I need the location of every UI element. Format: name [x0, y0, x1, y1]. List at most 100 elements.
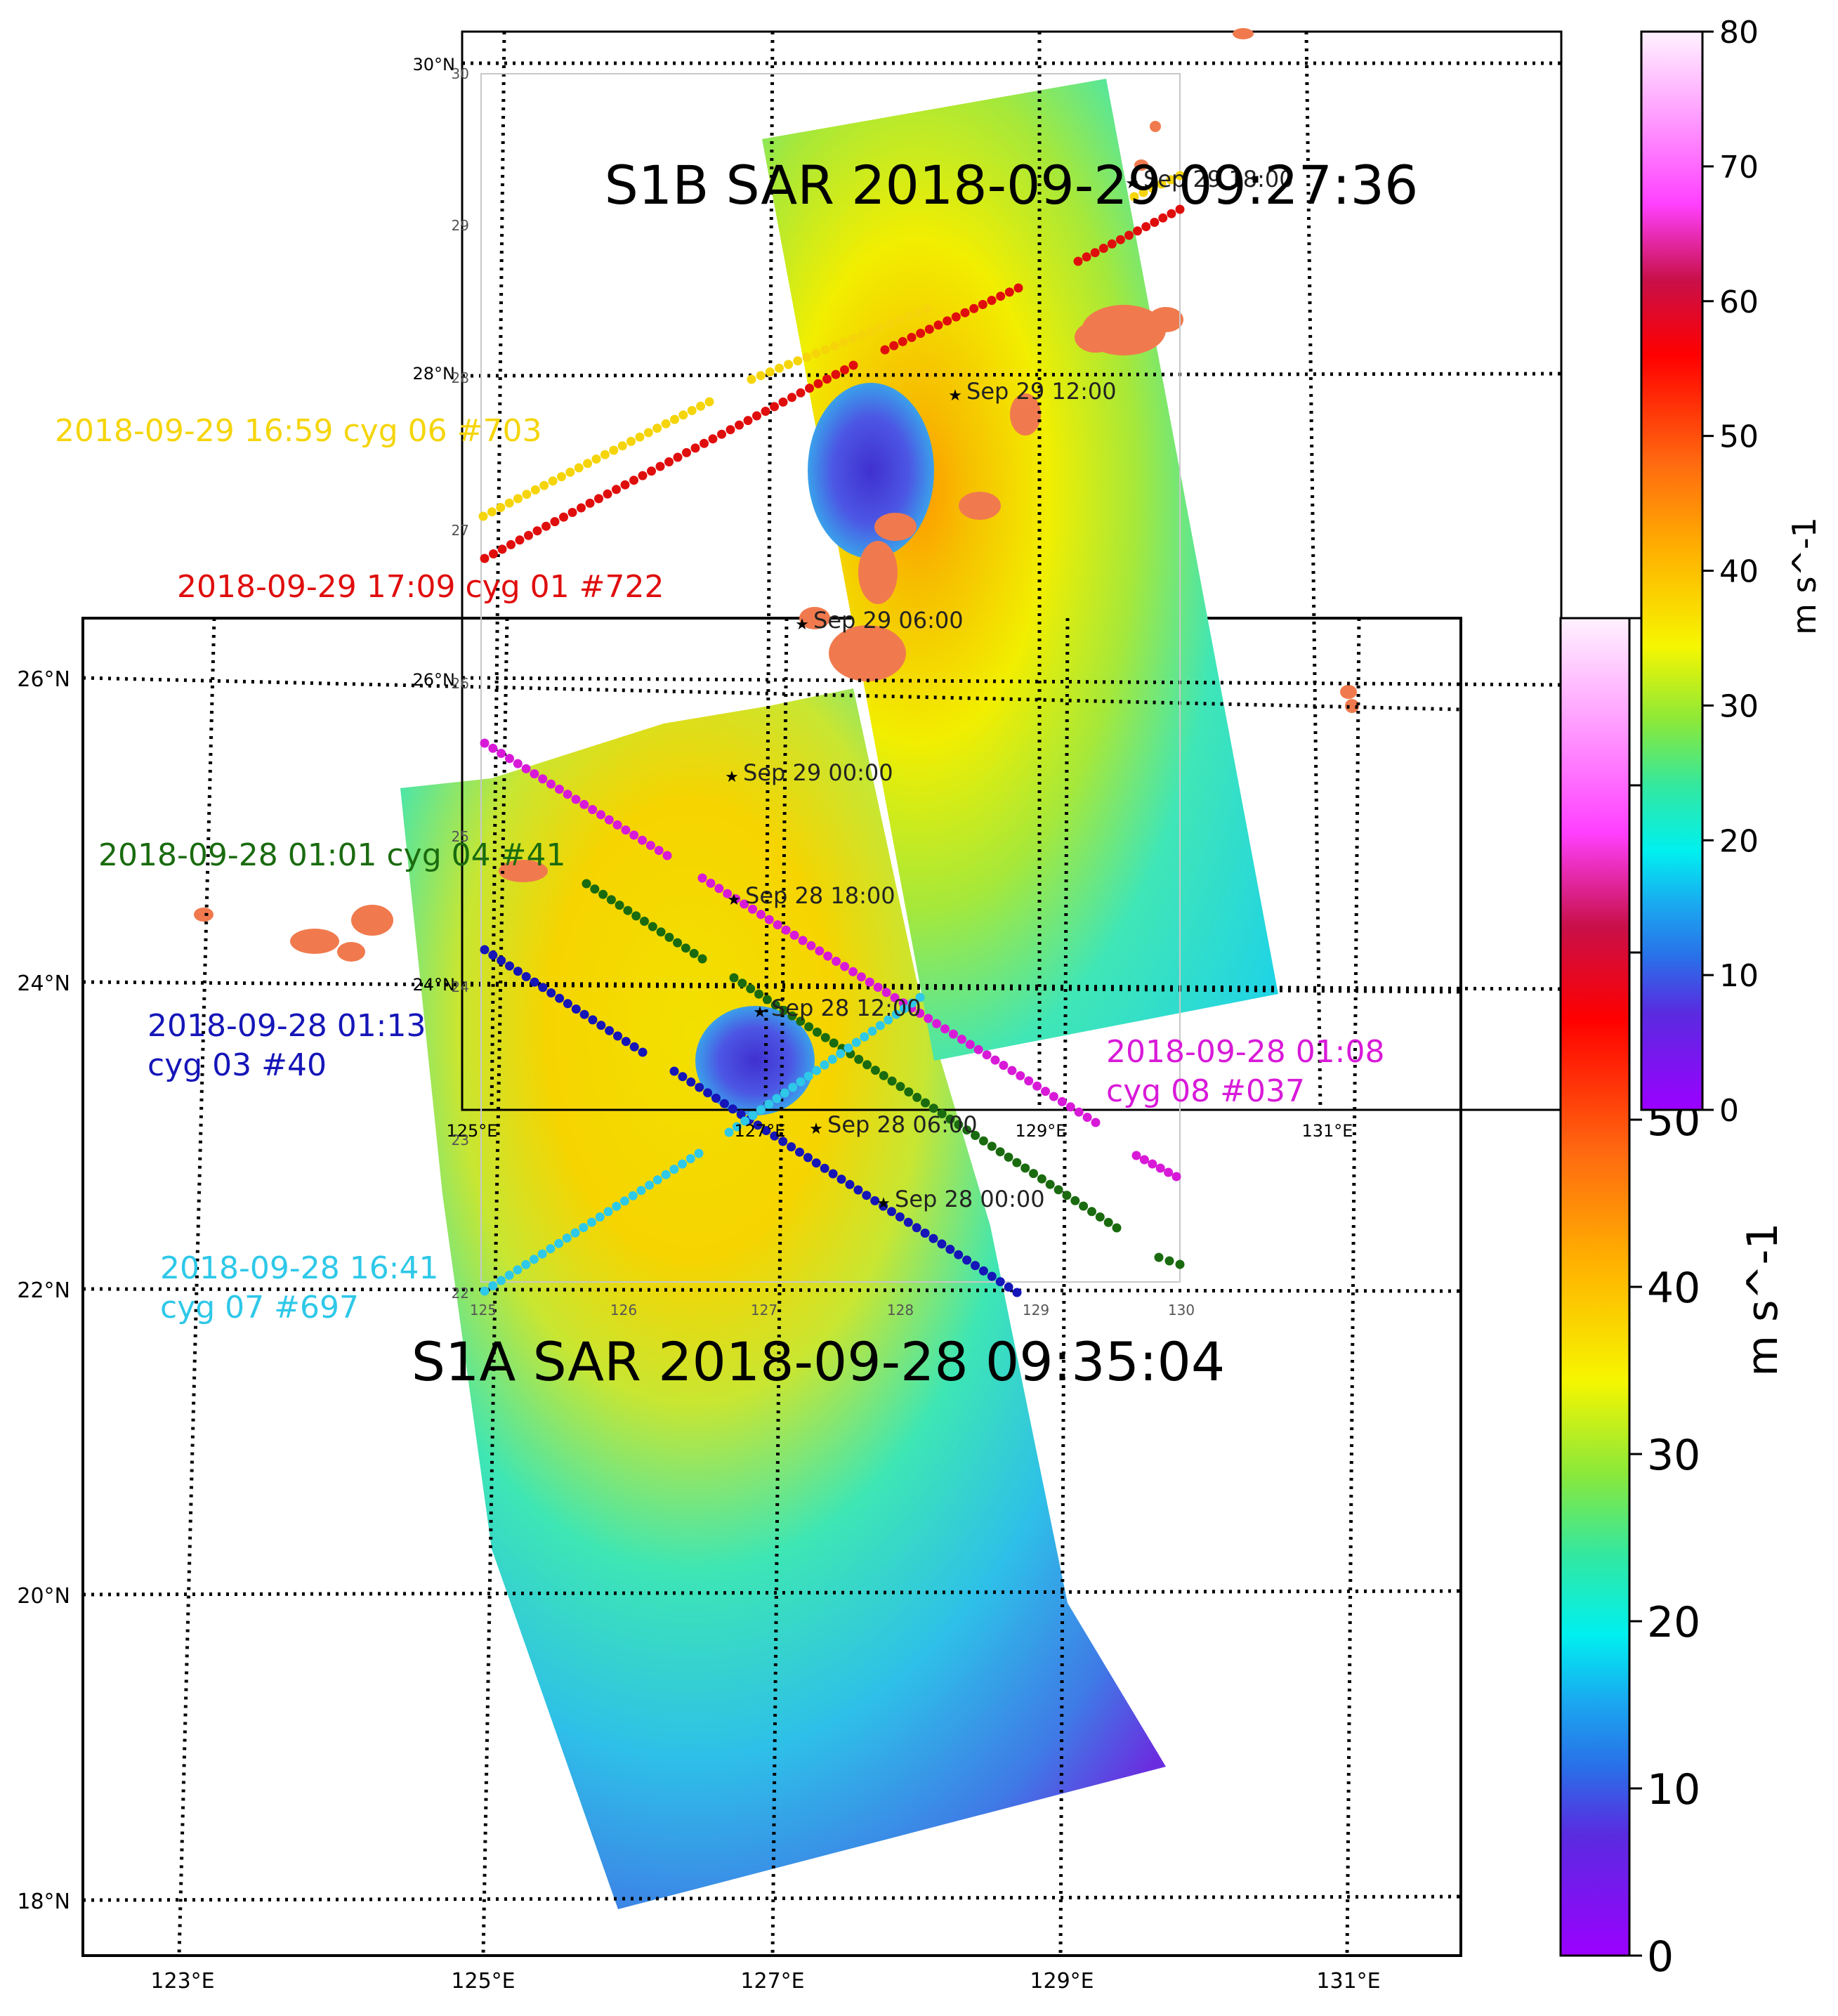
cyg-track-point [1057, 1097, 1067, 1106]
storm-position-star: ★ [753, 1004, 767, 1021]
cyg-track-point [773, 920, 782, 930]
storm-position-star: ★ [1125, 175, 1139, 192]
cyg-track-point [686, 1077, 696, 1087]
cyg-track-point [1154, 1252, 1164, 1262]
cyg-track-point [1133, 226, 1143, 236]
inner-y-tick: 27 [452, 522, 469, 539]
cyg-track-point [798, 936, 808, 945]
land-islands [194, 28, 1359, 962]
meridian [770, 617, 789, 1956]
cyg-track-point [583, 459, 593, 469]
cyg-track-point [603, 1207, 613, 1217]
upper-colorbar-tick-label: 60 [1719, 284, 1759, 320]
cyg-track-point [775, 363, 784, 373]
cyg-track-point [594, 494, 603, 504]
cyg-track-point [811, 1158, 821, 1168]
lower-colorbar-tick-label: 40 [1647, 1264, 1700, 1313]
cyg-track-point [971, 1261, 980, 1271]
parallel [82, 1894, 1462, 1902]
cyg-track-point [638, 835, 647, 845]
cyg-track-point [937, 1239, 947, 1249]
cyg-track-point [585, 498, 595, 508]
island [1150, 121, 1161, 132]
cyg-track-point [873, 983, 883, 992]
cyg-track-point [612, 1201, 622, 1211]
cyg-track-point [1141, 222, 1151, 232]
cyg-track-point [904, 1087, 914, 1097]
cyg-track-point [588, 1015, 598, 1025]
island [1148, 307, 1183, 332]
cyg-track-point [522, 490, 532, 499]
map-text-layer: S1B SAR 2018-09-29 09:27:36 S1A SAR 2018-… [17, 55, 1418, 1994]
cyg-track-point [860, 1032, 869, 1042]
cyg-track-point [813, 1027, 822, 1037]
upper-map-frame [461, 30, 1563, 1111]
inner-x-tick: 130 [1168, 1302, 1195, 1318]
cyg-track-point [619, 1196, 629, 1206]
upper-lat-label: 24°N [413, 975, 456, 995]
cyg-track-point [820, 1060, 829, 1070]
cyg-track-point [497, 955, 506, 965]
cyg-track-point [554, 1238, 564, 1248]
cyg-track-point [969, 303, 979, 313]
storm-time-label: Sep 28 06:00 [827, 1111, 978, 1138]
cyg-track-point [762, 995, 772, 1004]
cyg-track-point [848, 360, 858, 370]
cyg-track-point [689, 948, 699, 958]
cyg-track-point [823, 951, 833, 961]
cyg-track-point [890, 993, 900, 1002]
cyg-track-point [772, 1094, 782, 1104]
cyg-track-point [748, 1111, 758, 1120]
cyg-track-point [497, 1276, 506, 1285]
cyg-track-point [884, 1015, 893, 1025]
inner-y-tick: 22 [452, 1285, 469, 1302]
upper-colorbar-tick-label: 70 [1719, 150, 1759, 185]
cyg-track-point [924, 1014, 933, 1023]
inner-x-tick: 127 [751, 1302, 777, 1318]
cyg-track-point [550, 517, 560, 527]
cyg-track-point [521, 764, 531, 773]
inner-x-tick: 125 [470, 1302, 497, 1318]
cyg-track-point [678, 1072, 688, 1082]
cyg-track-point [532, 526, 542, 536]
cyg-track-point [895, 1212, 905, 1222]
cyg-track-point [661, 419, 671, 428]
storm-track-points: ★ Sep 29 06:00★ Sep 29 12:00★ Sep 29 00:00★… [725, 166, 1293, 1212]
s1a-storm-eye [695, 1006, 815, 1115]
cyg-track-point [920, 1229, 930, 1238]
cyg-track-point [489, 549, 498, 558]
cyg-track-point [506, 539, 516, 549]
lower-colorbar-tick-label: 30 [1647, 1431, 1700, 1480]
cyg-track-point [652, 1175, 662, 1185]
cyg-track-point [1065, 1102, 1075, 1112]
cyg-track-point [638, 471, 648, 480]
cyg-track-point [638, 1047, 648, 1057]
cyg-track-point [811, 348, 821, 358]
cyg-track-point [1157, 179, 1167, 189]
cyg-track-point [629, 476, 638, 485]
upper-colorbar-label: m s^-1 [1785, 517, 1823, 635]
cyg-track-point [778, 1137, 788, 1146]
cyg-track-point [753, 1120, 763, 1130]
cyg-track-point [945, 1245, 955, 1254]
cyg-track-point [539, 480, 549, 490]
cyg-track-point [960, 308, 970, 318]
cyg-track-point [987, 1141, 997, 1151]
cyg-track-point [1082, 252, 1091, 262]
cyg-track-point [724, 1127, 734, 1137]
cyg-track-point [567, 508, 577, 517]
cyg-track-point [524, 530, 533, 540]
lower-lon-label: 129°E [1030, 1969, 1094, 1994]
meridian [1304, 31, 1322, 1111]
inner-y-tick: 23 [452, 1132, 469, 1148]
cyg-track-point [858, 330, 867, 340]
lower-colorbar [1559, 617, 1631, 1957]
cyg-track-point [780, 1088, 789, 1098]
cyg-track-point [933, 320, 943, 330]
cyg-track-point [529, 1255, 539, 1264]
cyg-track-point [505, 754, 514, 764]
cyg-track-point [778, 397, 788, 407]
cyg-track-point [870, 1196, 880, 1205]
island [1075, 322, 1117, 353]
cyg-track-point [764, 915, 774, 924]
